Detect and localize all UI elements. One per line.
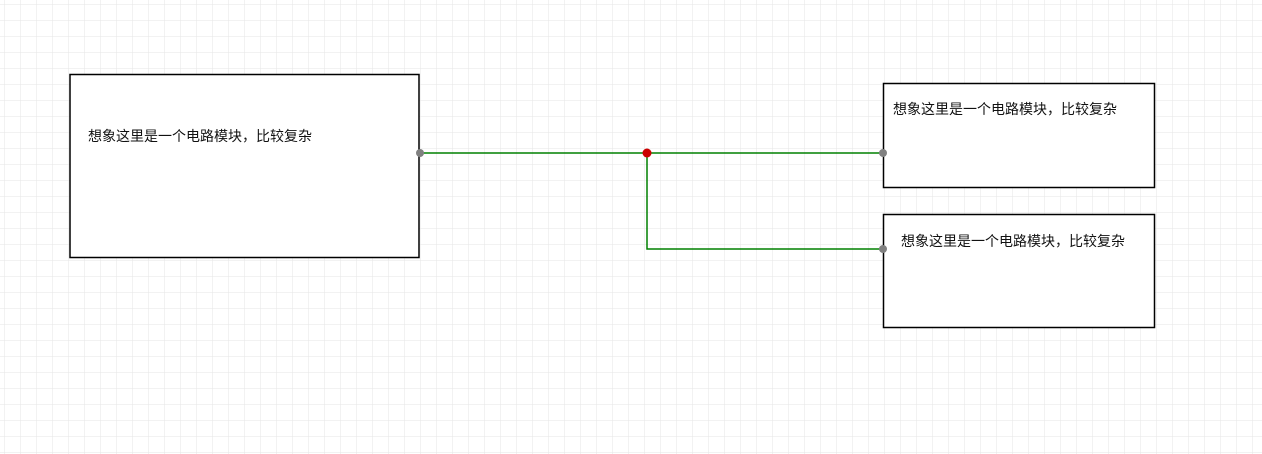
wire-junction[interactable] [642, 148, 652, 158]
module-bottom-right-box[interactable] [882, 213, 1156, 329]
module-top-right-box[interactable] [882, 82, 1156, 189]
port-top-right-input[interactable] [879, 149, 887, 157]
module-left[interactable]: 想象这里是一个电路模块，比较复杂 [69, 73, 420, 259]
module-top-right[interactable]: 想象这里是一个电路模块，比较复杂 [882, 82, 1156, 189]
module-left-box[interactable] [69, 73, 420, 259]
port-left-output[interactable] [416, 149, 424, 157]
module-bottom-right-label: 想象这里是一个电路模块，比较复杂 [901, 233, 1125, 250]
module-left-label: 想象这里是一个电路模块，比较复杂 [88, 128, 312, 145]
module-bottom-right[interactable]: 想象这里是一个电路模块，比较复杂 [882, 213, 1156, 329]
wire-branch[interactable] [646, 153, 883, 250]
port-bottom-right-input[interactable] [879, 245, 887, 253]
module-top-right-label: 想象这里是一个电路模块，比较复杂 [893, 101, 1117, 118]
